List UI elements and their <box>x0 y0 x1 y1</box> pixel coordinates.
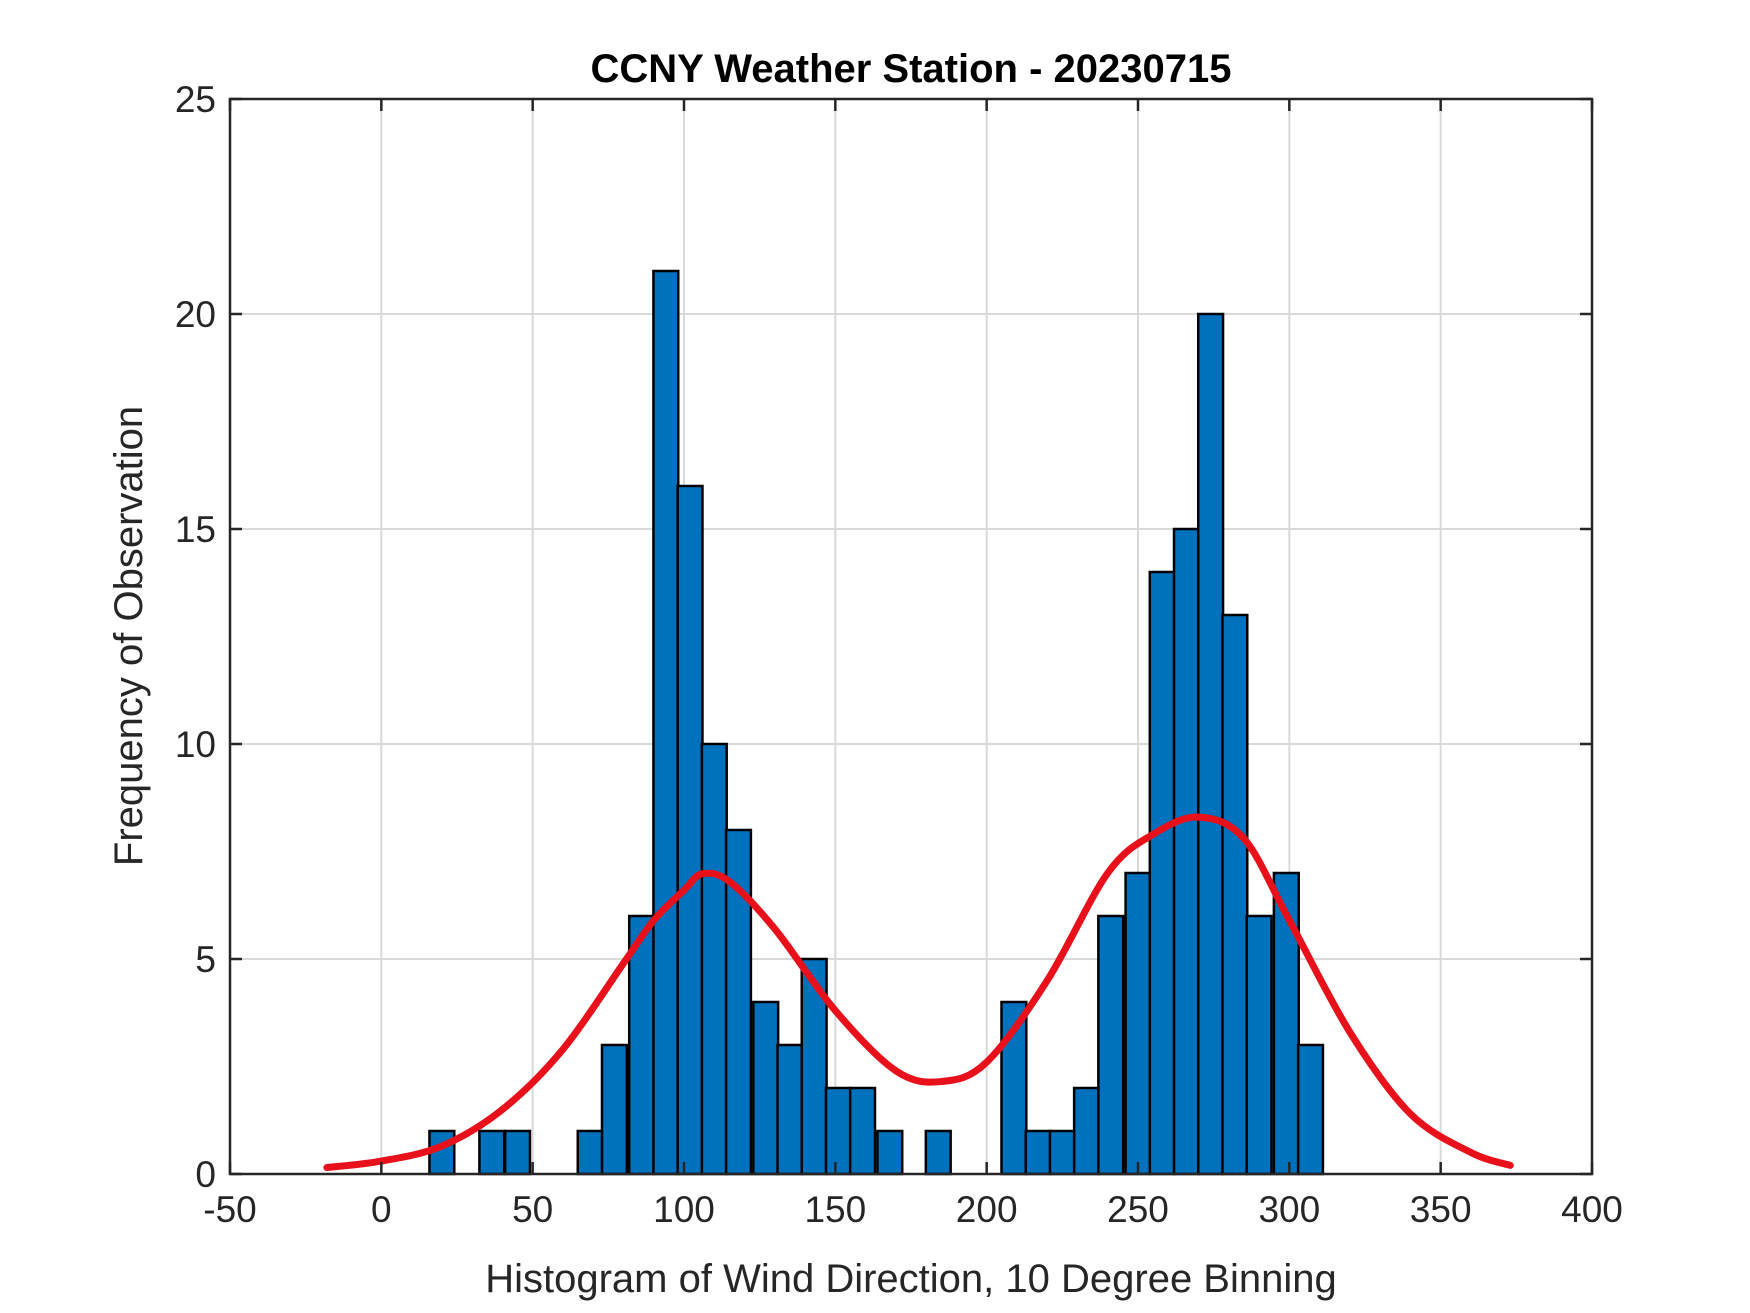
fit-curve-line <box>323 813 1514 1172</box>
histogram-bar <box>876 1129 904 1176</box>
y-tick-label: 25 <box>175 79 216 120</box>
histogram-bar <box>652 269 680 1176</box>
histogram-bar <box>1245 914 1273 1176</box>
x-tick-label: -50 <box>203 1189 256 1230</box>
histogram-bars <box>428 269 1325 1176</box>
histogram-bar <box>1172 527 1201 1176</box>
y-tick-label: 15 <box>175 509 216 550</box>
y-tick-label: 20 <box>175 294 216 335</box>
x-axis-label: Histogram of Wind Direction, 10 Degree B… <box>485 1257 1337 1301</box>
x-tick-label: 0 <box>371 1189 392 1230</box>
histogram-bar <box>1148 570 1176 1176</box>
histogram-bar <box>1000 1000 1028 1176</box>
x-tick-label: 50 <box>512 1189 553 1230</box>
fit-curve-layer <box>323 813 1514 1172</box>
histogram-bar <box>1048 1129 1076 1176</box>
y-axis-label: Frequency of Observation <box>107 406 151 866</box>
plot-area-background <box>230 99 1592 1174</box>
histogram-bar <box>752 1000 780 1176</box>
chart-title: CCNY Weather Station - 20230715 <box>591 47 1232 91</box>
x-tick-label: 400 <box>1561 1189 1623 1230</box>
y-tick-label: 0 <box>195 1154 216 1195</box>
histogram-bar <box>503 1129 532 1176</box>
y-tick-label: 5 <box>195 939 216 980</box>
histogram-bar <box>576 1129 604 1176</box>
histogram-bar <box>478 1129 506 1176</box>
x-tick-label: 350 <box>1410 1189 1472 1230</box>
histogram-bar <box>1072 1086 1101 1176</box>
histogram-bar <box>600 1043 629 1176</box>
histogram-bar <box>1024 1129 1052 1176</box>
x-tick-label: 150 <box>804 1189 866 1230</box>
histogram-bar <box>924 1129 952 1176</box>
x-tick-label: 100 <box>653 1189 715 1230</box>
histogram-bar <box>1097 914 1125 1176</box>
histogram-bar <box>824 1086 853 1176</box>
histogram-bar <box>848 1086 877 1176</box>
x-tick-label: 300 <box>1258 1189 1320 1230</box>
histogram-bar <box>1221 613 1249 1176</box>
x-tick-label: 250 <box>1107 1189 1169 1230</box>
histogram-bar <box>776 1043 804 1176</box>
y-tick-label: 10 <box>175 724 216 765</box>
x-tick-label: 200 <box>956 1189 1018 1230</box>
histogram-bar <box>1296 1043 1325 1176</box>
histogram-bar <box>1124 871 1152 1176</box>
histogram-bar <box>676 484 704 1176</box>
histogram-bar <box>1196 312 1225 1176</box>
histogram-bar <box>700 742 728 1176</box>
plot-frame <box>228 97 1594 1176</box>
